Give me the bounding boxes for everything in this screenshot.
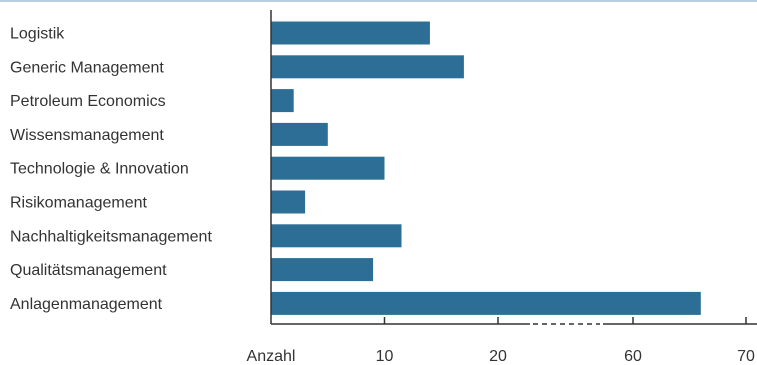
bar-5 [271,190,306,214]
bars-group [271,21,701,315]
x-tick-label-1: 20 [489,348,507,365]
category-label-8: Anlagenmanagement [10,296,163,313]
category-label-2: Petroleum Economics [10,93,166,110]
bar-8 [271,291,701,315]
category-label-6: Nachhaltigkeitsmanagement [10,228,212,245]
bar-1 [271,55,464,79]
bar-2 [271,89,294,113]
category-label-5: Risikomanagement [10,195,148,212]
x-axis: 10 20 60 70 [271,317,757,365]
bar-7 [271,258,374,282]
x-tick-label-3: 70 [737,348,755,365]
category-label-3: Wissensmanagement [10,127,164,144]
category-label-0: Logistik [10,26,65,43]
x-tick-label-2: 60 [624,348,642,365]
bar-4 [271,156,385,180]
category-labels: Logistik Generic Management Petroleum Econ… [10,26,212,313]
category-label-1: Generic Management [10,59,164,76]
category-label-7: Qualitätsmanagement [10,262,167,279]
x-axis-title: Anzahl [247,348,296,365]
x-tick-label-0: 10 [376,348,394,365]
bar-3 [271,122,328,146]
category-label-4: Technologie & Innovation [10,161,189,178]
bar-0 [271,21,430,45]
bar-6 [271,224,402,248]
